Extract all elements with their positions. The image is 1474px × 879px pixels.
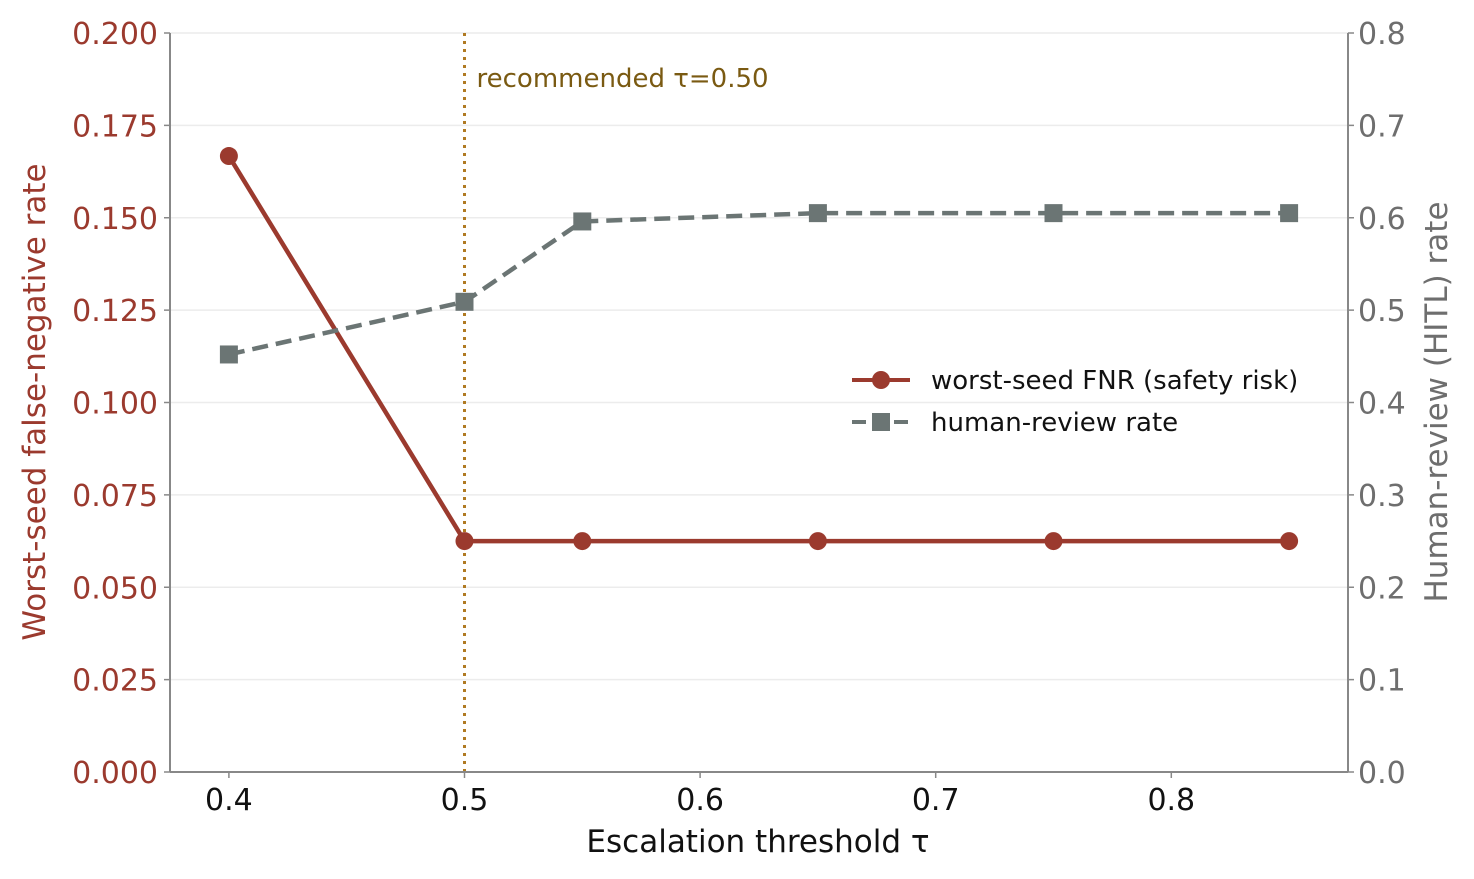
series-fnr-point-2 <box>573 532 592 551</box>
series-review-point-0 <box>219 345 238 364</box>
y-right-tick-label-2: 0.2 <box>1358 571 1406 606</box>
y-right-tick-label-8: 0.8 <box>1358 17 1406 52</box>
annotation-layer: recommended τ=0.50 <box>463 33 769 772</box>
y-left-tick-label-7: 0.175 <box>72 109 158 144</box>
series-fnr-point-5 <box>1280 532 1299 551</box>
x-tick-label-3: 0.7 <box>912 783 960 818</box>
series-review-point-5 <box>1280 204 1299 223</box>
series-fnr-point-1 <box>455 532 474 551</box>
y-left-tick-label-3: 0.075 <box>72 479 158 514</box>
y-left-tick-label-0: 0.000 <box>72 756 158 791</box>
y-right-tick-label-1: 0.1 <box>1358 664 1406 699</box>
y-right-tick-label-5: 0.5 <box>1358 294 1406 329</box>
series-review-point-3 <box>808 204 827 223</box>
recommended-threshold-label: recommended τ=0.50 <box>477 64 769 94</box>
series-fnr-line <box>226 154 1290 544</box>
y-right-tick-label-4: 0.4 <box>1358 387 1406 422</box>
series-review-point-2 <box>573 212 592 231</box>
series-fnr-point-3 <box>808 532 827 551</box>
y-left-tick-label-8: 0.200 <box>72 17 158 52</box>
y-axis-left-label: Worst-seed false-negative rate <box>17 163 53 640</box>
y-axis-right-label: Human-review (HITL) rate <box>1419 201 1455 602</box>
legend-review-label: human-review rate <box>931 408 1178 438</box>
gridlines <box>170 32 1348 773</box>
x-tick-label-0: 0.4 <box>205 783 253 818</box>
y-left-tick-label-1: 0.025 <box>72 664 158 699</box>
legend-fnr-marker <box>872 371 890 389</box>
series-fnr-point-4 <box>1044 532 1063 551</box>
y-right-tick-label-6: 0.6 <box>1358 202 1406 237</box>
x-axis-label: Escalation threshold τ <box>586 824 929 860</box>
legend-review-marker <box>872 413 890 431</box>
x-tick-label-1: 0.5 <box>441 783 489 818</box>
legend-fnr-label: worst-seed FNR (safety risk) <box>931 366 1298 396</box>
y-left-tick-label-5: 0.125 <box>72 294 158 329</box>
x-tick-label-4: 0.8 <box>1147 783 1195 818</box>
series-review-point-1 <box>455 292 474 311</box>
legend: worst-seed FNR (safety risk) human-revie… <box>852 366 1298 438</box>
y-left-tick-label-2: 0.050 <box>72 571 158 606</box>
y-left-tick-label-4: 0.100 <box>72 387 158 422</box>
y-right-tick-label-3: 0.3 <box>1358 479 1406 514</box>
series-fnr-point-0 <box>219 147 238 166</box>
series-review-line <box>228 210 1290 357</box>
axes <box>164 32 1354 778</box>
tick-labels: 0.000 0.025 0.050 0.075 0.100 0.125 0.150 0.175… <box>72 17 1406 818</box>
y-right-tick-label-0: 0.0 <box>1358 756 1406 791</box>
series-review-point-4 <box>1044 204 1063 223</box>
y-left-tick-label-6: 0.150 <box>72 202 158 237</box>
x-tick-label-2: 0.6 <box>676 783 724 818</box>
series-layer <box>219 147 1299 551</box>
y-right-tick-label-7: 0.7 <box>1358 109 1406 144</box>
